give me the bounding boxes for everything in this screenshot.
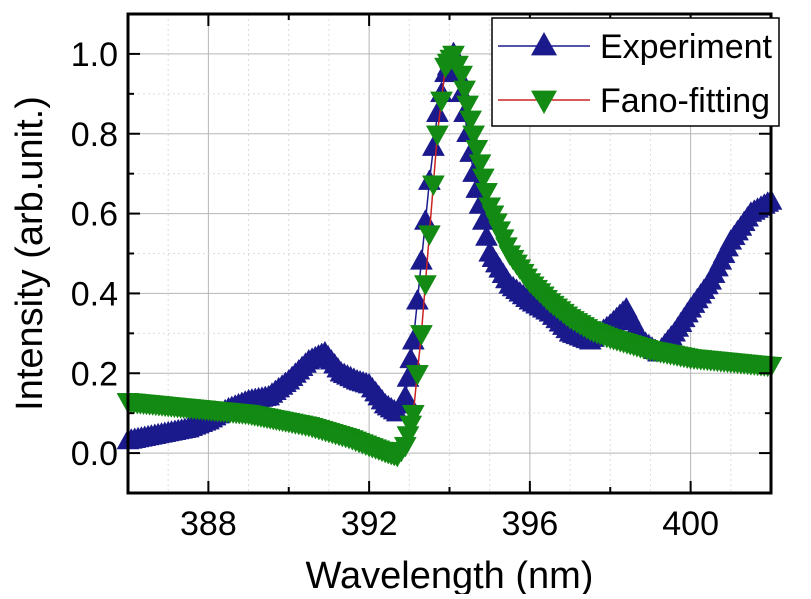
legend-item-experiment: Experiment [498, 28, 773, 66]
data-point [459, 110, 483, 132]
data-point [409, 249, 433, 270]
data-point [425, 101, 449, 122]
data-point [421, 135, 445, 156]
series-fano-fitting [116, 45, 783, 468]
y-tick-label: 0.8 [71, 116, 118, 154]
data-point [409, 325, 433, 346]
data-point [405, 288, 429, 310]
x-tick-label: 388 [180, 505, 237, 543]
x-tick-label: 396 [502, 505, 559, 543]
data-point [475, 183, 498, 204]
data-point [417, 225, 441, 246]
data-point [393, 384, 417, 406]
tick-labels: 388 392 396 400 0.0 0.2 0.4 0.6 0.8 1.0 [71, 36, 719, 543]
data-point [471, 168, 495, 190]
data-point [465, 139, 489, 161]
data-point [430, 91, 453, 113]
data-point [475, 225, 498, 246]
y-tick-label: 0.2 [71, 355, 118, 393]
legend-marker-fano-fitting [531, 90, 557, 115]
data-point [425, 125, 449, 147]
legend-item-fano-fitting: Fano-fitting [498, 82, 770, 120]
data-point [468, 154, 492, 175]
legend-label-experiment: Experiment [600, 28, 773, 66]
data-point [401, 404, 425, 426]
x-tick-label: 400 [662, 505, 719, 543]
y-tick-label: 1.0 [71, 36, 118, 74]
data-point [421, 175, 445, 197]
y-tick-label: 0.6 [71, 196, 118, 234]
y-axis-title: Intensity (arb.unit.) [9, 96, 51, 411]
x-axis-title: Wavelength (nm) [306, 555, 594, 594]
data-point [413, 275, 437, 296]
legend-marker-experiment [531, 31, 557, 56]
y-tick-label: 0.4 [71, 275, 118, 313]
series-layer [116, 41, 783, 468]
series-experiment [116, 41, 783, 450]
x-tick-label: 392 [341, 505, 398, 543]
y-tick-label: 0.0 [71, 435, 118, 473]
data-point [456, 95, 480, 117]
legend-box [491, 17, 780, 127]
data-point [405, 365, 429, 386]
legend: Experiment Fano-fitting [491, 17, 780, 127]
data-point [450, 65, 474, 87]
legend-label-fano-fitting: Fano-fitting [600, 82, 770, 120]
data-point [453, 80, 477, 102]
data-point [462, 125, 486, 147]
